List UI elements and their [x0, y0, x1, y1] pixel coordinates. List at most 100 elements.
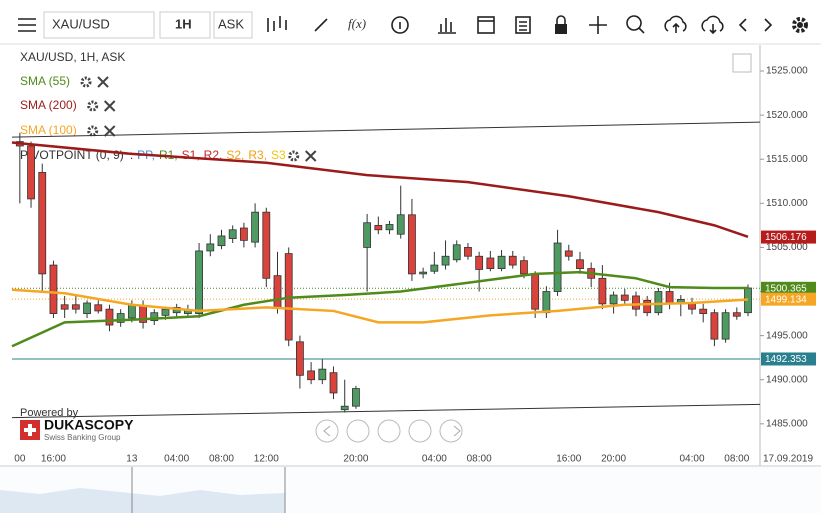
- settings-button[interactable]: [792, 17, 808, 33]
- brand-name: DUKASCOPY: [44, 417, 134, 433]
- symbol: XAU/USD: [52, 16, 110, 31]
- settings-icon: [87, 100, 99, 112]
- menu-button[interactable]: [18, 18, 36, 32]
- candle-body: [553, 242, 562, 292]
- candle-body: [374, 224, 383, 231]
- candle-body: [38, 172, 47, 275]
- candle-body: [71, 304, 80, 310]
- candle-body: [116, 313, 125, 323]
- close-icon: [103, 125, 116, 137]
- zoom-button[interactable]: [626, 15, 645, 34]
- prev-button[interactable]: [738, 18, 747, 32]
- candle-body: [60, 304, 69, 310]
- pivot-prefix: :: [130, 148, 133, 162]
- candle-body: [318, 368, 327, 381]
- x-tick-label: 20:00: [601, 454, 626, 465]
- plot: 1485.0001490.0001495.0001500.0001505.000…: [11, 66, 816, 465]
- candle-body: [609, 294, 618, 305]
- calendar-button[interactable]: [477, 16, 495, 34]
- reset[interactable]: [377, 419, 401, 443]
- price-tag-label: 1500.365: [765, 283, 807, 294]
- candle-body: [520, 260, 528, 275]
- price-tag: [761, 352, 816, 366]
- moving-average-line: [11, 270, 749, 348]
- side-box[interactable]: [213, 11, 253, 39]
- settings-icon: [87, 125, 99, 137]
- download-button[interactable]: [701, 15, 724, 35]
- pivot-part: R3,: [248, 148, 267, 162]
- price-tag: [761, 230, 816, 244]
- symbol-box[interactable]: [43, 11, 155, 39]
- draw-button[interactable]: [314, 18, 328, 32]
- y-tick-label: 1490.000: [766, 374, 808, 385]
- candle-body: [531, 273, 540, 310]
- candle-body: [419, 271, 428, 275]
- candle-body: [396, 214, 405, 235]
- toolbar: XAU/USD 1H ASK f(x): [0, 0, 821, 45]
- zoom-out[interactable]: [346, 419, 370, 443]
- settings-icon: [288, 150, 300, 162]
- candle-body: [699, 308, 708, 314]
- price-tag-label: 1499.134: [765, 294, 807, 305]
- candle-body: [296, 341, 304, 376]
- candle-body: [352, 388, 360, 407]
- candle-body: [307, 370, 316, 381]
- upload-button[interactable]: [664, 15, 687, 33]
- y-tick-label: 1505.000: [766, 242, 808, 253]
- template-button[interactable]: [515, 16, 531, 34]
- candle-body: [452, 244, 461, 261]
- info-button[interactable]: [391, 16, 409, 34]
- candle-body: [27, 145, 35, 200]
- candle-body: [598, 277, 607, 305]
- y-tick-label: 1495.000: [766, 330, 808, 341]
- price-tag: [761, 292, 816, 306]
- indicators-button[interactable]: [438, 18, 456, 34]
- scroll-right[interactable]: [439, 419, 463, 443]
- brand-tagline: Swiss Banking Group: [44, 433, 121, 442]
- pivot-name: PIVOTPOINT (0, 9): [20, 148, 124, 162]
- legend-entry: SMA (100): [20, 123, 77, 137]
- crosshair-button[interactable]: [589, 16, 607, 34]
- settings-icon: [80, 76, 92, 88]
- x-tick-label: 00: [14, 454, 26, 465]
- price-tag-label: 1506.176: [765, 232, 807, 243]
- period-box[interactable]: [159, 11, 211, 39]
- candle-body: [363, 222, 372, 248]
- candle-body: [262, 211, 271, 279]
- x-tick-label: 12:00: [254, 454, 279, 465]
- x-tick-label: 20:00: [343, 454, 368, 465]
- moving-average-line: [11, 141, 749, 239]
- scroll-left[interactable]: [315, 419, 339, 443]
- price-tag: [761, 281, 816, 295]
- candle-body: [150, 312, 159, 322]
- side: ASK: [218, 16, 244, 31]
- powered-by: Powered by: [20, 407, 79, 419]
- candle-body: [564, 250, 573, 257]
- x-tick-label: 04:00: [679, 454, 704, 465]
- chart-title: XAU/USD, 1H, ASK: [20, 50, 125, 64]
- candle-body: [127, 304, 136, 319]
- function-button[interactable]: f(x): [348, 16, 366, 31]
- candle-body: [576, 259, 584, 269]
- candle-body: [732, 312, 741, 317]
- lock-button[interactable]: [555, 15, 567, 34]
- zoom-in[interactable]: [408, 419, 432, 443]
- trendline: [11, 403, 761, 419]
- next-button[interactable]: [764, 18, 773, 32]
- pivot-part: S2,: [226, 148, 244, 162]
- candle-type-button[interactable]: [267, 16, 287, 32]
- moving-average-line: [11, 288, 749, 324]
- legend: SMA (55) SMA (200) SMA (100) PIVOTPOINT (0,…: [20, 74, 317, 162]
- period: 1H: [175, 16, 192, 31]
- y-tick-label: 1510.000: [766, 198, 808, 209]
- x-tick-label: 16:00: [41, 454, 66, 465]
- maximize-button[interactable]: [732, 53, 752, 73]
- candle-body: [195, 250, 203, 314]
- candle-body: [441, 255, 450, 266]
- candle-body: [83, 302, 91, 314]
- candle-body: [408, 214, 416, 275]
- date-label: 17.09.2019: [763, 454, 813, 465]
- candle-body: [620, 294, 629, 301]
- y-tick-label: 1515.000: [766, 154, 808, 165]
- candle-body: [206, 243, 215, 252]
